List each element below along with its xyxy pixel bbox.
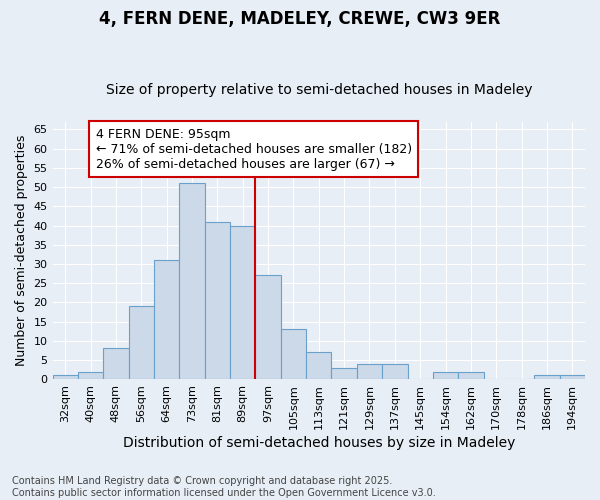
Bar bbox=[103, 348, 128, 379]
Y-axis label: Number of semi-detached properties: Number of semi-detached properties bbox=[15, 135, 28, 366]
Bar bbox=[179, 184, 205, 379]
Bar bbox=[433, 372, 458, 379]
Bar bbox=[205, 222, 230, 379]
Title: Size of property relative to semi-detached houses in Madeley: Size of property relative to semi-detach… bbox=[106, 83, 532, 97]
Bar bbox=[458, 372, 484, 379]
Bar bbox=[560, 376, 585, 379]
Bar bbox=[154, 260, 179, 379]
Bar bbox=[281, 329, 306, 379]
X-axis label: Distribution of semi-detached houses by size in Madeley: Distribution of semi-detached houses by … bbox=[122, 436, 515, 450]
Text: 4 FERN DENE: 95sqm
← 71% of semi-detached houses are smaller (182)
26% of semi-d: 4 FERN DENE: 95sqm ← 71% of semi-detache… bbox=[95, 128, 412, 170]
Bar bbox=[53, 376, 78, 379]
Bar bbox=[382, 364, 407, 379]
Bar bbox=[534, 376, 560, 379]
Bar bbox=[230, 226, 256, 379]
Bar bbox=[256, 276, 281, 379]
Bar bbox=[128, 306, 154, 379]
Text: Contains HM Land Registry data © Crown copyright and database right 2025.
Contai: Contains HM Land Registry data © Crown c… bbox=[12, 476, 436, 498]
Bar bbox=[357, 364, 382, 379]
Bar bbox=[78, 372, 103, 379]
Text: 4, FERN DENE, MADELEY, CREWE, CW3 9ER: 4, FERN DENE, MADELEY, CREWE, CW3 9ER bbox=[100, 10, 500, 28]
Bar bbox=[306, 352, 331, 379]
Bar bbox=[331, 368, 357, 379]
